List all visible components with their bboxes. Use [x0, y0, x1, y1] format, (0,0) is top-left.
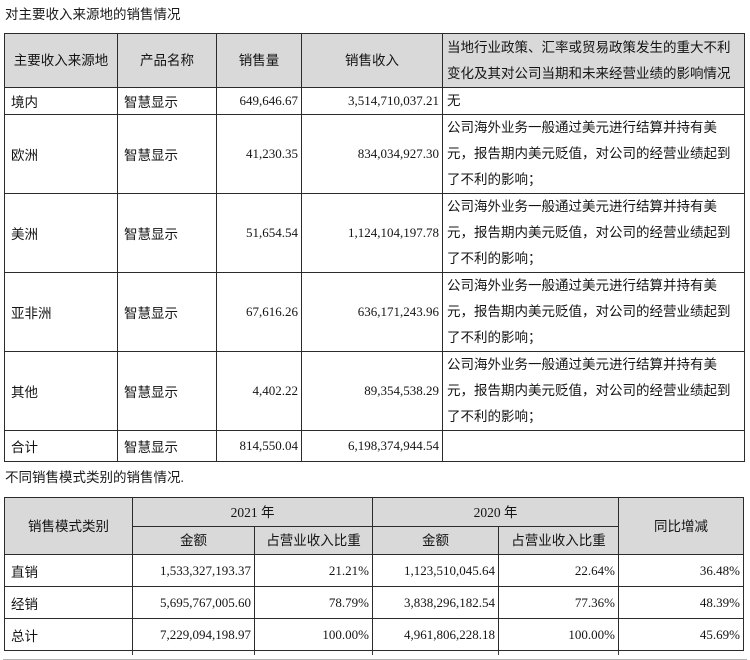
cell-amount-2020: 1,123,510,045.64: [372, 554, 499, 587]
col-header-ratio-2020: 占营业收入比重: [498, 526, 619, 555]
cell-mode: 直销: [4, 554, 133, 587]
col-header-amount-2021: 金额: [132, 526, 255, 555]
next-table-border-stub: [498, 651, 499, 655]
next-table-border-stub: [372, 651, 373, 655]
next-table-border-stub: [618, 651, 619, 655]
section1-title: 对主要收入来源地的销售情况: [5, 7, 181, 22]
cell-region: 合计: [4, 430, 118, 462]
cell-region: 欧洲: [4, 114, 118, 194]
cell-volume: 41,230.35: [216, 114, 302, 194]
cell-volume: 4,402.22: [216, 351, 302, 431]
cell-revenue: 636,171,243.96: [301, 272, 443, 352]
table-total-row: 合计 智慧显示 814,550.04 6,198,374,944.54: [4, 430, 745, 462]
table-header-row-metrics: 金额 占营业收入比重 金额 占营业收入比重: [5, 526, 744, 555]
table-header-row: 主要收入来源地 产品名称 销售量 销售收入 当地行业政策、汇率或贸易政策发生的重…: [4, 33, 745, 88]
cell-yoy: 48.39%: [618, 586, 744, 619]
cell-impact: 公司海外业务一般通过美元进行结算并持有美元，报告期内美元贬值，对公司的经营业绩起…: [442, 351, 745, 431]
cell-impact: 无: [442, 87, 745, 115]
cell-product: 智慧显示: [117, 272, 217, 352]
sales-by-mode-table: 销售模式类别 2021 年 2020 年 同比增减 金额 占营业收入比重 金额 …: [4, 497, 744, 651]
col-header-amount-2020: 金额: [372, 526, 499, 555]
col-header-yoy: 同比增减: [618, 497, 744, 555]
cell-impact: 公司海外业务一般通过美元进行结算并持有美元，报告期内美元贬值，对公司的经营业绩起…: [442, 114, 745, 194]
cell-yoy: 45.69%: [618, 618, 744, 651]
table-row: 亚非洲 智慧显示 67,616.26 636,171,243.96 公司海外业务…: [4, 272, 745, 352]
sales-by-mode-table-wrap: 销售模式类别 2021 年 2020 年 同比增减 金额 占营业收入比重 金额 …: [0, 497, 750, 655]
cell-ratio-2021: 100.00%: [254, 618, 373, 651]
cell-volume: 51,654.54: [216, 193, 302, 273]
table-header-row-years: 销售模式类别 2021 年 2020 年 同比增减: [4, 497, 744, 555]
sales-by-region-table-wrap: 主要收入来源地 产品名称 销售量 销售收入 当地行业政策、汇率或贸易政策发生的重…: [0, 33, 750, 462]
table-row: 境内 智慧显示 649,646.67 3,514,710,037.21 无: [4, 87, 745, 115]
table-total-row: 总计 7,229,094,198.97 100.00% 4,961,806,22…: [4, 618, 744, 651]
table-row: 美洲 智慧显示 51,654.54 1,124,104,197.78 公司海外业…: [4, 193, 745, 273]
cell-volume: 67,616.26: [216, 272, 302, 352]
cell-revenue: 834,034,927.30: [301, 114, 443, 194]
cell-ratio-2021: 21.21%: [254, 554, 373, 587]
cell-revenue: 1,124,104,197.78: [301, 193, 443, 273]
col-header-revenue: 销售收入: [301, 33, 443, 88]
cell-product: 智慧显示: [117, 430, 217, 462]
cell-product: 智慧显示: [117, 193, 217, 273]
cell-revenue: 6,198,374,944.54: [301, 430, 443, 462]
table-row: 直销 1,533,327,193.37 21.21% 1,123,510,045…: [4, 554, 744, 587]
next-table-border-stub: [132, 651, 133, 655]
cell-ratio-2021: 78.79%: [254, 586, 373, 619]
table-row: 欧洲 智慧显示 41,230.35 834,034,927.30 公司海外业务一…: [4, 114, 745, 194]
sales-by-region-table: 主要收入来源地 产品名称 销售量 销售收入 当地行业政策、汇率或贸易政策发生的重…: [4, 33, 745, 462]
col-header-mode: 销售模式类别: [4, 497, 133, 555]
col-header-product: 产品名称: [117, 33, 217, 88]
cell-impact: 公司海外业务一般通过美元进行结算并持有美元，报告期内美元贬值，对公司的经营业绩起…: [442, 193, 745, 273]
section2-title: 不同销售模式类别的销售情况.: [5, 470, 184, 485]
col-header-year-2020: 2020 年: [372, 497, 619, 527]
cell-amount-2021: 1,533,327,193.37: [132, 554, 255, 587]
cell-ratio-2020: 100.00%: [498, 618, 619, 651]
col-header-volume: 销售量: [216, 33, 302, 88]
cell-volume: 649,646.67: [216, 87, 302, 115]
cell-region: 美洲: [4, 193, 118, 273]
cell-region: 其他: [4, 351, 118, 431]
cell-ratio-2020: 77.36%: [498, 586, 619, 619]
table-row: 经销 5,695,767,005.60 78.79% 3,838,296,182…: [4, 586, 744, 619]
cell-product: 智慧显示: [117, 87, 217, 115]
cell-region: 境内: [4, 87, 118, 115]
cell-product: 智慧显示: [117, 114, 217, 194]
col-header-region: 主要收入来源地: [4, 33, 118, 88]
cell-amount-2021: 7,229,094,198.97: [132, 618, 255, 651]
cell-impact: [442, 430, 745, 462]
table-row: 其他 智慧显示 4,402.22 89,354,538.29 公司海外业务一般通…: [4, 351, 745, 431]
cell-impact: 公司海外业务一般通过美元进行结算并持有美元，报告期内美元贬值，对公司的经营业绩起…: [442, 272, 745, 352]
cell-region: 亚非洲: [4, 272, 118, 352]
cell-revenue: 89,354,538.29: [301, 351, 443, 431]
col-header-year-2021: 2021 年: [132, 497, 373, 527]
cell-yoy: 36.48%: [618, 554, 744, 587]
cell-volume: 814,550.04: [216, 430, 302, 462]
cell-revenue: 3,514,710,037.21: [301, 87, 443, 115]
cell-mode: 经销: [4, 586, 133, 619]
cell-amount-2020: 4,961,806,228.18: [372, 618, 499, 651]
cell-mode: 总计: [4, 618, 133, 651]
cell-product: 智慧显示: [117, 351, 217, 431]
col-header-impact: 当地行业政策、汇率或贸易政策发生的重大不利变化及其对公司当期和未来经营业绩的影响…: [442, 33, 745, 88]
cell-ratio-2020: 22.64%: [498, 554, 619, 587]
next-table-border-stub: [254, 651, 255, 655]
col-header-ratio-2021: 占营业收入比重: [254, 526, 373, 555]
cell-amount-2021: 5,695,767,005.60: [132, 586, 255, 619]
cell-amount-2020: 3,838,296,182.54: [372, 586, 499, 619]
